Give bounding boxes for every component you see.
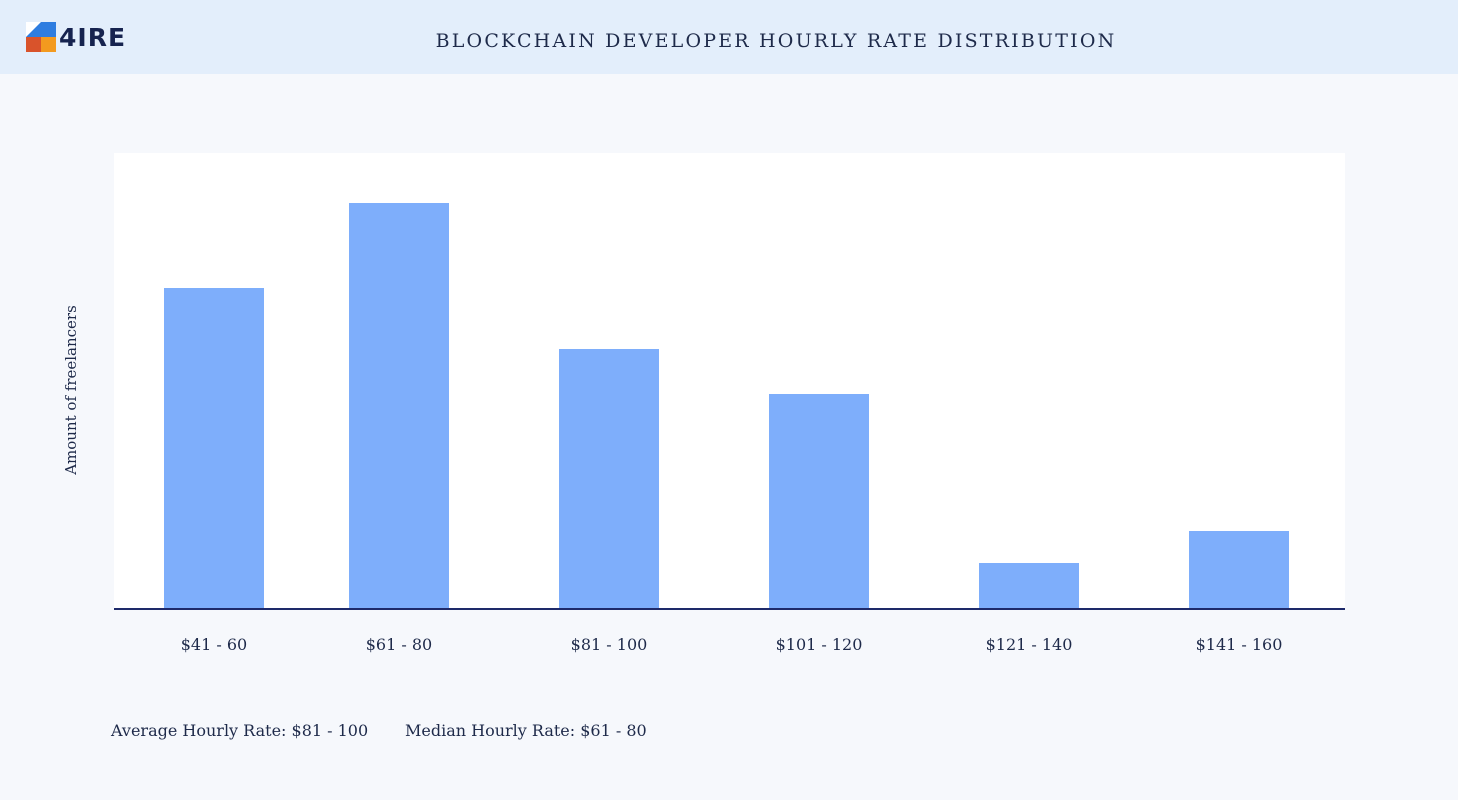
x-tick-label: $121 - 140 [986,635,1073,654]
page-title: BLOCKCHAIN DEVELOPER HOURLY RATE DISTRIB… [435,30,1117,52]
header-bar: 4IRE BLOCKCHAIN DEVELOPER HOURLY RATE DI… [0,0,1458,74]
median-rate-note: Median Hourly Rate: $61 - 80 [405,721,647,740]
x-tick-label: $61 - 80 [366,635,432,654]
bar-4 [769,394,869,609]
company-logo[interactable]: 4IRE [26,20,126,54]
x-tick-label: $141 - 160 [1196,635,1283,654]
bar-3 [559,349,659,609]
bar-6 [1189,531,1289,609]
bar-1 [164,288,264,609]
x-tick-label: $101 - 120 [776,635,863,654]
logo-text: 4IRE [59,22,127,52]
x-tick-label: $41 - 60 [181,635,247,654]
x-tick-label: $81 - 100 [571,635,648,654]
bar-5 [979,563,1079,609]
bar-2 [349,203,449,609]
4ire-logo-mark-icon [26,22,56,52]
bar-chart: $41 - 60 $61 - 80 $81 - 100 $101 - 120 $121 … [114,203,1345,654]
chart-plot-area [114,153,1345,609]
average-rate-note: Average Hourly Rate: $81 - 100 [111,721,369,740]
